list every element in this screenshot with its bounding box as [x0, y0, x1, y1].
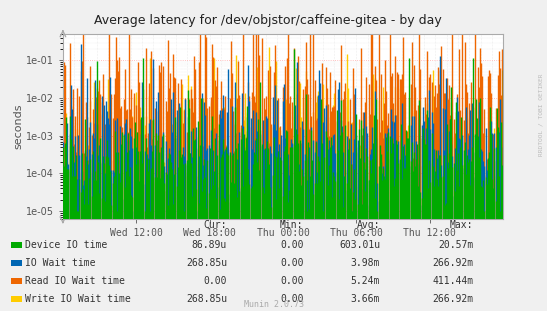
Text: 0.00: 0.00	[203, 276, 227, 286]
Text: 5.24m: 5.24m	[351, 276, 380, 286]
Y-axis label: seconds: seconds	[13, 104, 23, 150]
Text: 266.92m: 266.92m	[432, 294, 473, 304]
Text: Munin 2.0.73: Munin 2.0.73	[243, 299, 304, 309]
Text: 0.00: 0.00	[280, 276, 304, 286]
Text: Min:: Min:	[280, 220, 304, 230]
Text: 3.66m: 3.66m	[351, 294, 380, 304]
Text: 3.98m: 3.98m	[351, 258, 380, 268]
Text: Read IO Wait time: Read IO Wait time	[25, 276, 125, 286]
Text: 0.00: 0.00	[280, 294, 304, 304]
Text: Avg:: Avg:	[357, 220, 380, 230]
Text: 268.85u: 268.85u	[186, 294, 227, 304]
Text: 266.92m: 266.92m	[432, 258, 473, 268]
Text: 603.01u: 603.01u	[339, 240, 380, 250]
Text: IO Wait time: IO Wait time	[25, 258, 95, 268]
Text: 411.44m: 411.44m	[432, 276, 473, 286]
Text: 268.85u: 268.85u	[186, 258, 227, 268]
Text: Write IO Wait time: Write IO Wait time	[25, 294, 130, 304]
Text: Device IO time: Device IO time	[25, 240, 107, 250]
Text: RRDTOOL / TOBI OETIKER: RRDTOOL / TOBI OETIKER	[538, 74, 543, 156]
Text: 0.00: 0.00	[280, 258, 304, 268]
Text: 0.00: 0.00	[280, 240, 304, 250]
Text: 86.89u: 86.89u	[192, 240, 227, 250]
Text: Cur:: Cur:	[203, 220, 227, 230]
Text: Average latency for /dev/objstor/caffeine-gitea - by day: Average latency for /dev/objstor/caffein…	[94, 14, 442, 27]
Text: 20.57m: 20.57m	[438, 240, 473, 250]
Text: Max:: Max:	[450, 220, 473, 230]
